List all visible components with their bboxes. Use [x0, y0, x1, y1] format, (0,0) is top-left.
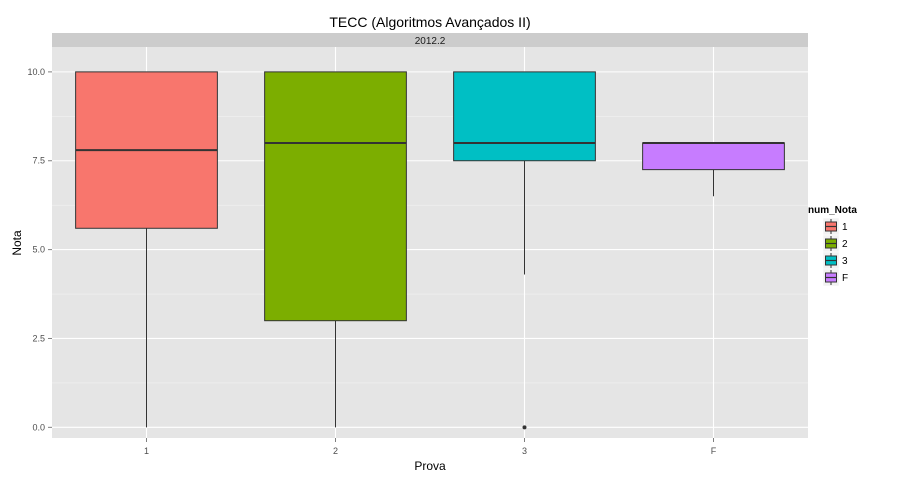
legend-item-1: 1: [822, 217, 848, 236]
legend-label-2: 2: [842, 239, 848, 250]
legend-label-1: 1: [842, 222, 848, 233]
facet-strip-label: 2012.2: [415, 36, 446, 47]
box-2: [264, 71, 407, 322]
y-axis-title: Nota: [10, 230, 24, 256]
x-tick-label: 2: [333, 446, 338, 456]
box-3: [453, 71, 596, 162]
y-tick-label: 0.0: [32, 422, 45, 432]
legend-item-F: F: [822, 268, 848, 287]
legend-item-2: 2: [822, 234, 848, 253]
y-tick-label: 2.5: [32, 333, 45, 343]
legend-label-F: F: [842, 273, 848, 284]
legend-item-3: 3: [822, 251, 848, 270]
x-axis-title: Prova: [414, 459, 446, 473]
y-tick-label: 5.0: [32, 245, 45, 255]
axis-layer: 0.0 2.5 5.0 7.5 10.0 1 2 3 F: [27, 67, 716, 456]
legend: num_Nota 1 2 3 F: [808, 205, 857, 287]
box-group-1: [75, 71, 218, 428]
y-tick-label: 7.5: [32, 156, 45, 166]
box-F: [642, 142, 785, 171]
y-tick-label: 10.0: [27, 67, 45, 77]
facet-strip: [52, 33, 808, 47]
x-tick-label: F: [711, 446, 717, 456]
box-layer: [75, 71, 785, 430]
outlier-point: [522, 425, 527, 430]
legend-label-3: 3: [842, 256, 848, 267]
box-group-3: [453, 71, 596, 430]
box-group-F: [642, 141, 785, 197]
box-group-2: [264, 71, 407, 428]
x-tick-label: 1: [144, 446, 149, 456]
legend-title: num_Nota: [808, 205, 857, 216]
x-tick-label: 3: [522, 446, 527, 456]
chart-title: TECC (Algoritmos Avançados II): [329, 14, 530, 30]
